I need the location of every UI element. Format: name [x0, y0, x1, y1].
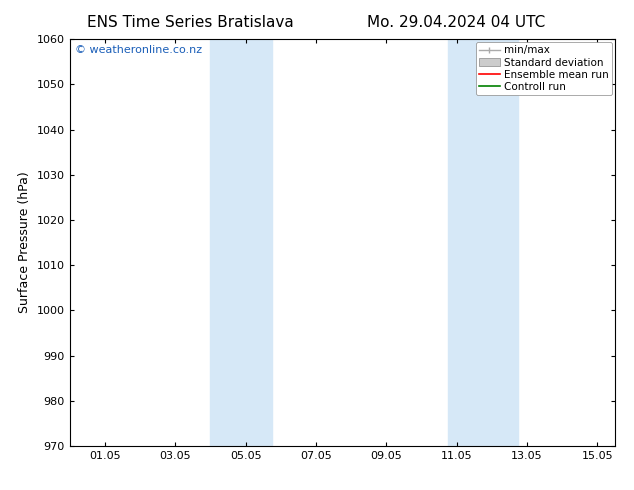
Text: Mo. 29.04.2024 04 UTC: Mo. 29.04.2024 04 UTC [367, 15, 546, 30]
Bar [210, 39, 272, 446]
Text: © weatheronline.co.nz: © weatheronline.co.nz [75, 45, 202, 55]
Legend: min/max, Standard deviation, Ensemble mean run, Controll run: min/max, Standard deviation, Ensemble me… [476, 42, 612, 95]
Bar [448, 39, 518, 446]
Text: ENS Time Series Bratislava: ENS Time Series Bratislava [87, 15, 294, 30]
Y-axis label: Surface Pressure (hPa): Surface Pressure (hPa) [18, 172, 31, 314]
